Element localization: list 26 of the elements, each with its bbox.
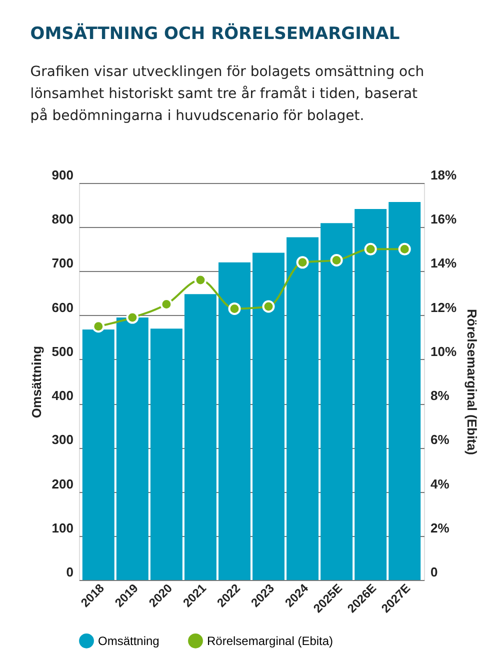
y2-tick-label: 14%	[430, 256, 457, 271]
y2-tick-label: 6%	[430, 432, 450, 448]
y2-axis-title: Rörelsemarginal (Ebita)	[464, 309, 480, 455]
y2-tick-label: 10%	[430, 344, 457, 359]
chart-subtitle: Grafiken visar utvecklingen för bolagets omsättning och lönsamhet historiskt samt tre år framåt i tiden, baserat på bedömningarna i huvudscenario för bolaget.	[30, 64, 424, 124]
y2-tick-label: 12%	[430, 300, 457, 315]
y-tick-label: 900	[52, 168, 74, 182]
y-tick-label: 100	[52, 520, 74, 536]
y2-tick-label: 2%	[430, 520, 450, 536]
y2-tick-label: 18%	[430, 168, 457, 182]
y2-tick-label: 16%	[430, 212, 457, 227]
y2-tick-label: 8%	[430, 388, 450, 404]
y-axis-title: Omsättning	[28, 346, 44, 418]
y-tick-label: 500	[52, 344, 74, 359]
chart-title: OMSÄTTNING OCH RÖRELSEMARGINAL	[30, 23, 400, 44]
y-tick-label: 200	[52, 476, 74, 492]
y-tick-label: 0	[66, 564, 74, 580]
y-tick-label: 300	[52, 432, 74, 448]
y2-tick-label: 0	[430, 564, 438, 580]
y-tick-label: 700	[52, 256, 74, 271]
y-tick-label: 800	[52, 212, 74, 227]
y2-tick-label: 4%	[430, 476, 450, 492]
y-tick-label: 400	[52, 388, 74, 404]
legend-label: Rörelsemarginal (Ebita)	[207, 634, 334, 648]
y-tick-label: 600	[52, 300, 74, 315]
legend-label: Omsättning	[98, 634, 160, 648]
